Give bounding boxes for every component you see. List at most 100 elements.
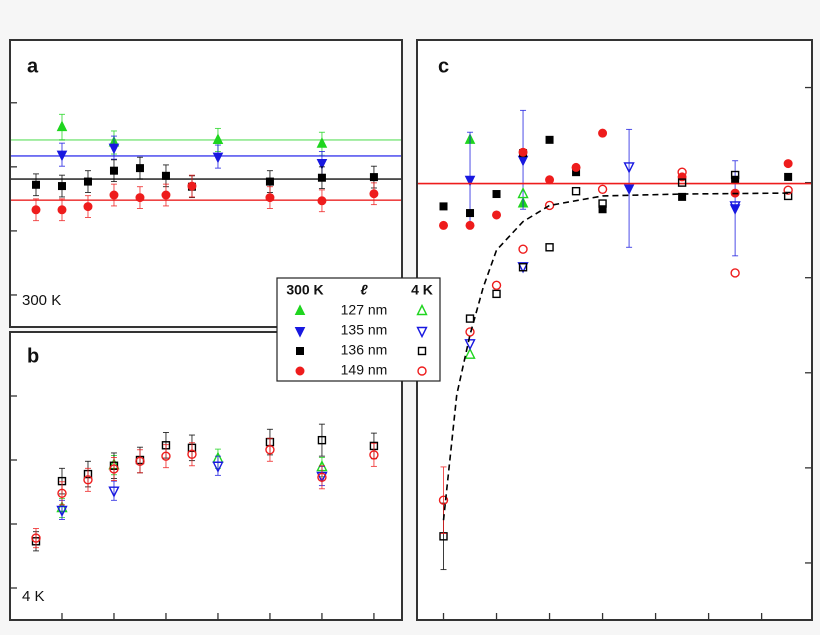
marker	[417, 366, 427, 376]
marker	[135, 164, 144, 173]
marker	[465, 327, 475, 337]
marker	[161, 190, 171, 200]
error-bar	[370, 442, 377, 467]
marker	[294, 304, 306, 315]
marker	[83, 177, 92, 186]
marker	[464, 347, 476, 359]
error-bar	[266, 437, 273, 462]
marker	[109, 190, 119, 200]
marker	[517, 186, 529, 199]
marker	[492, 289, 501, 299]
marker	[31, 205, 41, 215]
marker	[517, 262, 529, 274]
marker	[108, 486, 120, 498]
marker	[783, 185, 793, 195]
plot-area	[417, 40, 812, 620]
marker	[265, 445, 275, 455]
marker	[545, 175, 555, 185]
marker	[135, 456, 145, 466]
legend-header: 4 K	[411, 282, 433, 298]
marker	[265, 193, 275, 203]
legend-header: 300 K	[286, 282, 323, 298]
marker	[678, 192, 687, 201]
marker	[56, 150, 68, 162]
marker	[83, 202, 93, 212]
marker	[492, 210, 502, 220]
marker	[187, 449, 197, 459]
marker	[109, 464, 119, 474]
marker	[545, 135, 554, 144]
error-bar	[58, 481, 65, 506]
fit-curve	[442, 192, 789, 521]
marker	[439, 202, 448, 211]
error-bar	[440, 466, 447, 534]
marker	[316, 137, 328, 148]
legend-label: 135 nm	[341, 322, 388, 338]
marker	[492, 190, 501, 199]
marker	[31, 533, 41, 543]
marker	[598, 199, 607, 208]
panel-frame	[9, 331, 403, 621]
marker	[416, 303, 428, 316]
marker	[571, 186, 581, 196]
marker	[465, 220, 475, 230]
marker	[677, 167, 687, 177]
marker	[518, 147, 528, 157]
error-bar	[32, 528, 39, 549]
marker	[518, 244, 528, 254]
marker	[677, 178, 687, 187]
legend-header: ℓ	[360, 282, 368, 298]
marker	[729, 201, 741, 213]
marker	[416, 326, 428, 339]
marker	[316, 159, 328, 170]
marker	[369, 450, 379, 460]
marker	[295, 366, 305, 376]
marker	[31, 180, 40, 189]
marker	[417, 346, 427, 356]
legend-box	[276, 277, 441, 382]
marker	[161, 171, 170, 180]
marker	[438, 495, 449, 505]
marker	[598, 205, 607, 214]
error-bar	[188, 442, 195, 467]
panel-annotation: 300 K	[22, 292, 61, 309]
marker	[317, 173, 326, 182]
marker	[296, 347, 304, 355]
marker	[135, 193, 145, 203]
marker	[439, 220, 449, 230]
legend-label: 136 nm	[341, 342, 388, 358]
marker	[187, 181, 197, 191]
panel-letter: a	[27, 55, 39, 77]
panel-annotation: 4 K	[22, 588, 45, 605]
marker	[57, 182, 66, 191]
error-bar	[110, 456, 117, 481]
marker	[265, 177, 274, 186]
marker	[108, 143, 120, 155]
marker	[83, 475, 93, 485]
error-bar	[318, 423, 325, 457]
marker	[56, 120, 68, 132]
marker	[784, 172, 793, 181]
marker	[466, 209, 475, 218]
legend-label: 149 nm	[341, 362, 388, 378]
marker	[317, 196, 327, 206]
marker	[623, 184, 635, 195]
marker	[597, 184, 608, 194]
marker	[109, 166, 118, 175]
marker	[464, 175, 476, 187]
marker	[369, 189, 379, 199]
marker	[783, 159, 793, 169]
marker	[464, 339, 476, 351]
marker	[598, 128, 608, 138]
marker	[465, 314, 475, 323]
marker	[731, 175, 740, 184]
error-bar	[84, 467, 91, 492]
marker	[212, 461, 224, 473]
marker	[57, 488, 67, 498]
marker	[161, 451, 171, 461]
panel-frame	[9, 39, 403, 328]
panel-letter: c	[438, 55, 449, 77]
marker	[545, 243, 554, 252]
marker	[730, 170, 740, 180]
